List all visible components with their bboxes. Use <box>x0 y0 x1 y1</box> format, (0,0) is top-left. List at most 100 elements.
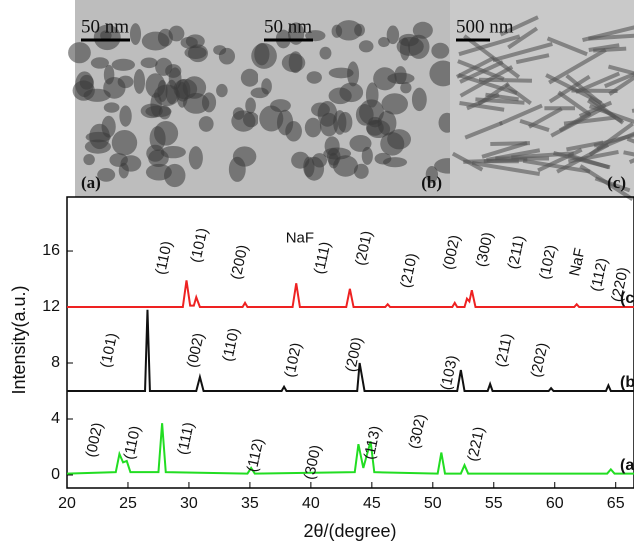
particle <box>377 110 397 136</box>
particle <box>608 56 634 96</box>
particle <box>515 53 550 65</box>
y-tick-label: 4 <box>51 410 60 427</box>
particle <box>119 105 132 127</box>
particle <box>575 71 621 94</box>
particle <box>558 111 592 133</box>
peak-label: (102) <box>536 243 560 281</box>
particle <box>471 160 541 177</box>
x-tick-label: 60 <box>546 495 564 512</box>
peak-label: (220) <box>608 266 632 304</box>
xrd-pattern <box>66 423 634 475</box>
peak-label: (103) <box>437 354 461 392</box>
scale-bar-label: 50 nm <box>264 16 312 37</box>
particle <box>306 71 322 84</box>
peak-label: (300) <box>301 443 325 481</box>
particle <box>387 129 411 150</box>
particle <box>593 46 627 53</box>
particle <box>285 121 302 142</box>
peak-label: (002) <box>184 331 208 369</box>
particle <box>117 75 134 89</box>
particle <box>588 32 634 41</box>
peak-label: (110) <box>120 424 144 461</box>
x-tick-label: 45 <box>363 495 381 512</box>
peak-label: (110) <box>152 240 176 277</box>
particle <box>160 145 186 159</box>
particle <box>425 166 439 183</box>
particle <box>242 111 259 128</box>
peak-label: (112) <box>244 437 268 474</box>
particle <box>408 34 430 59</box>
particle <box>386 25 400 45</box>
particle <box>378 37 390 48</box>
peak-label: (102) <box>281 341 305 379</box>
particle <box>566 140 604 152</box>
particle <box>400 82 412 94</box>
x-tick-label: 65 <box>607 495 625 512</box>
peak-label: (221) <box>464 425 488 463</box>
scale-bar-label: 500 nm <box>456 16 514 37</box>
peak-label: (211) <box>505 234 529 271</box>
particle <box>586 98 624 124</box>
y-tick-label: 12 <box>42 298 60 315</box>
particle <box>358 40 374 53</box>
particle <box>411 87 427 112</box>
micrograph: 50 nm (a) <box>68 0 259 197</box>
particle <box>188 146 203 170</box>
peak-label: (111) <box>311 240 334 276</box>
peak-label: (101) <box>97 331 121 369</box>
particle <box>361 146 373 165</box>
peak-label: (202) <box>528 341 552 379</box>
particle <box>546 36 588 57</box>
panel-label: (b) <box>421 173 442 192</box>
y-tick-label: 0 <box>51 466 60 483</box>
scale-bar-label: 50 nm <box>81 16 129 37</box>
peak-label: NaF <box>286 229 314 246</box>
particle <box>495 156 550 161</box>
particle <box>373 67 397 91</box>
x-tick-label: 55 <box>485 495 503 512</box>
xrd-pattern <box>67 280 634 309</box>
particle <box>431 42 450 59</box>
particle <box>304 117 322 138</box>
particle <box>261 78 272 95</box>
plot-frame <box>66 196 634 489</box>
peak-label: (201) <box>352 229 376 267</box>
particle <box>412 21 433 39</box>
particle <box>111 58 136 71</box>
y-tick-label: 8 <box>51 354 60 371</box>
particle <box>464 121 503 140</box>
particle <box>458 34 521 57</box>
series-label: (b <box>620 374 634 391</box>
x-tick-label: 40 <box>302 495 320 512</box>
particle <box>548 48 607 85</box>
peak-label: (110) <box>219 326 243 363</box>
x-tick-label: 20 <box>58 495 76 512</box>
particle <box>305 30 326 42</box>
micrograph: 500 nm (c) <box>450 0 634 201</box>
peak-label: (101) <box>187 226 211 264</box>
particle <box>201 92 217 113</box>
particle <box>359 99 384 125</box>
peak-label: NaF <box>566 246 589 277</box>
particle <box>245 97 256 114</box>
particle <box>254 42 270 66</box>
particle <box>593 127 634 148</box>
particle <box>89 123 110 150</box>
particle <box>83 153 95 166</box>
series-label: (c <box>620 290 634 307</box>
peak-label: (113) <box>361 424 385 461</box>
particle <box>548 74 591 104</box>
particle <box>140 57 158 69</box>
particle <box>164 163 186 188</box>
particle <box>240 68 259 87</box>
particle <box>75 71 94 98</box>
particle <box>455 55 495 79</box>
particle <box>459 101 505 112</box>
particle <box>312 153 328 168</box>
peak-label: (302) <box>406 413 430 451</box>
y-tick-label: 16 <box>42 242 60 259</box>
peak-label: (200) <box>342 336 366 374</box>
x-tick-label: 35 <box>241 495 259 512</box>
peak-label: (112) <box>587 256 611 293</box>
